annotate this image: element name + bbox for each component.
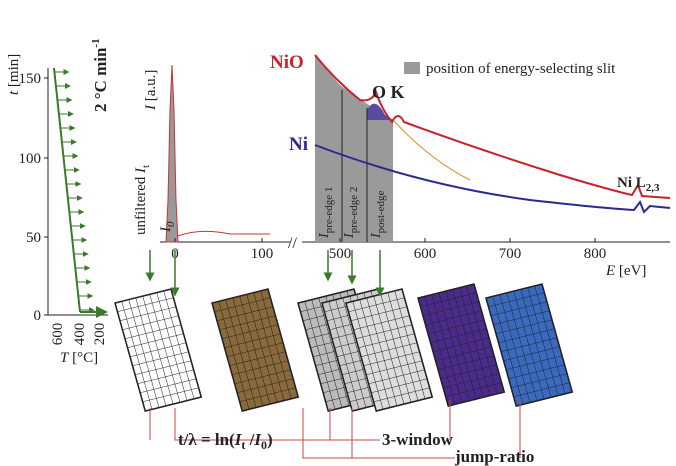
tick-label: 50 xyxy=(26,230,41,246)
tick-label: 0 xyxy=(34,308,42,324)
formula-part: / xyxy=(245,430,254,449)
window-name: pre-edge 2 xyxy=(348,187,360,234)
tick-label: 700 xyxy=(499,246,522,262)
map xyxy=(211,288,300,412)
background-fit xyxy=(392,119,471,181)
map-grid xyxy=(211,288,300,412)
zero-loss-peak xyxy=(165,64,179,243)
window-label: Ipre-edge 2 xyxy=(342,187,360,239)
energy-label: E [eV] xyxy=(605,263,646,279)
temperature-ramp xyxy=(53,67,81,313)
window-symbol: I xyxy=(369,232,384,239)
formula-part: 0 xyxy=(261,438,267,452)
tick-label: 500 xyxy=(329,246,352,262)
ni-curve xyxy=(314,144,671,214)
window-name: post-edge xyxy=(375,190,387,233)
maps xyxy=(114,250,574,412)
nio-curve xyxy=(314,54,671,199)
tick-label: 800 xyxy=(584,246,607,262)
temperature-arrows xyxy=(54,69,95,313)
plasmon-tail xyxy=(177,230,270,237)
tick-label: 150 xyxy=(19,71,42,87)
i0-label: I0 xyxy=(158,221,177,233)
window-label: Ipost-edge xyxy=(369,190,387,239)
three-window-label: 3-window xyxy=(382,430,454,449)
ok-label: O K xyxy=(372,82,405,102)
window-name: pre-edge 1 xyxy=(323,187,335,234)
tick-label: 400 xyxy=(72,323,88,346)
map-grid xyxy=(485,283,574,407)
intensity-label: I [a.u.] xyxy=(143,70,159,111)
formula-part: I xyxy=(253,430,262,449)
tick-label: 200 xyxy=(92,323,108,346)
window-symbol: I xyxy=(317,232,332,239)
jump-ratio-label: jump-ratio xyxy=(454,447,534,466)
map xyxy=(345,288,434,412)
formula-part: I xyxy=(234,430,243,449)
map xyxy=(485,283,574,407)
map-grid xyxy=(114,288,203,412)
tick-label: 100 xyxy=(19,151,42,167)
legend-swatch xyxy=(404,62,420,74)
tick-label: 100 xyxy=(251,246,274,262)
map xyxy=(417,283,506,407)
window-symbol: I xyxy=(342,232,357,239)
thickness-formula: t/λ = ln(It /I0) xyxy=(178,430,273,452)
nio-label: NiO xyxy=(270,52,304,73)
window-dividers xyxy=(341,90,368,242)
window-label: Ipre-edge 1 xyxy=(317,187,335,239)
formula-part: ) xyxy=(267,430,273,449)
formula-part: t/λ = ln( xyxy=(178,430,235,449)
axis-break: // xyxy=(288,235,297,252)
edge-signal xyxy=(367,103,393,120)
time-label: t [min] xyxy=(6,54,22,95)
unfiltered-label: unfiltered It xyxy=(133,165,152,235)
map xyxy=(114,288,203,412)
legend-text: position of energy-selecting slit xyxy=(426,61,616,77)
connectors xyxy=(149,400,521,459)
ni-edge-label: Ni L2,3 xyxy=(617,175,660,194)
temperature-label: T [°C] xyxy=(60,350,98,366)
windows-fill xyxy=(315,55,393,242)
rate: 2 °C min-1 xyxy=(90,38,110,112)
ni-label: Ni xyxy=(289,134,308,155)
tick-label: 600 xyxy=(414,246,437,262)
tick-label: 600 xyxy=(50,323,66,346)
map-grid xyxy=(345,288,434,412)
map-grid xyxy=(417,283,506,407)
formula-part: t xyxy=(241,438,245,452)
